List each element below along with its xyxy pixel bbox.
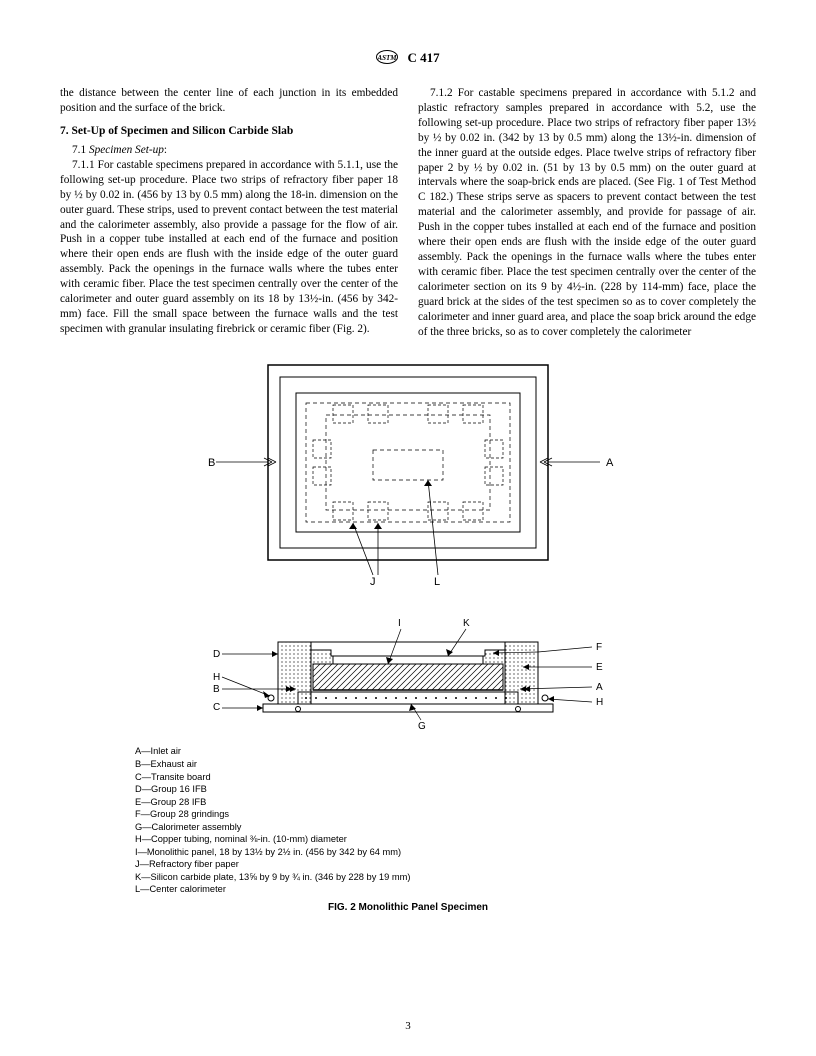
svg-text:B: B	[213, 684, 220, 695]
legend-item: B—Exhaust air	[135, 758, 756, 771]
figure-legend: A—Inlet air B—Exhaust air C—Transite boa…	[135, 745, 756, 896]
page-header: ASTM C 417	[60, 50, 756, 68]
standard-number: C 417	[408, 50, 440, 65]
legend-item: G—Calorimeter assembly	[135, 821, 756, 834]
legend-item: H—Copper tubing, nominal ⅜-in. (10-mm) d…	[135, 833, 756, 846]
section-7-1-1: 7.1.1 For castable specimens prepared in…	[60, 158, 398, 337]
legend-item: D—Group 16 IFB	[135, 783, 756, 796]
svg-text:L: L	[434, 576, 440, 585]
svg-text:H: H	[596, 697, 603, 708]
section-7-heading: 7. Set-Up of Specimen and Silicon Carbid…	[60, 124, 398, 139]
svg-text:ASTM: ASTM	[377, 54, 398, 62]
svg-text:A: A	[596, 682, 603, 693]
legend-item: E—Group 28 IFB	[135, 796, 756, 809]
legend-item: K—Silicon carbide plate, 13⅝ by 9 by ¾ i…	[135, 871, 756, 884]
right-column: 7.1.2 For castable specimens prepared in…	[418, 86, 756, 339]
svg-text:K: K	[463, 618, 470, 629]
legend-item: C—Transite board	[135, 771, 756, 784]
svg-text:I: I	[398, 618, 401, 629]
body-columns: the distance between the center line of …	[60, 86, 756, 339]
svg-text:H: H	[213, 672, 220, 683]
legend-item: L—Center calorimeter	[135, 883, 756, 896]
legend-item: J—Refractory fiber paper	[135, 858, 756, 871]
svg-text:A: A	[606, 457, 614, 469]
figure-caption: FIG. 2 Monolithic Panel Specimen	[60, 902, 756, 913]
svg-text:J: J	[370, 576, 376, 585]
figure-2: B A J L	[60, 355, 756, 913]
svg-text:F: F	[596, 642, 602, 653]
section-7-1-2: 7.1.2 For castable specimens prepared in…	[418, 86, 756, 339]
continued-text: the distance between the center line of …	[60, 86, 398, 116]
legend-item: F—Group 28 grindings	[135, 808, 756, 821]
legend-item: I—Monolithic panel, 18 by 13½ by 2½ in. …	[135, 846, 756, 859]
page-number: 3	[0, 1020, 816, 1032]
figure-2-top-view: B A J L	[168, 355, 648, 585]
svg-text:D: D	[213, 649, 220, 660]
astm-logo: ASTM	[376, 50, 398, 68]
left-column: the distance between the center line of …	[60, 86, 398, 339]
figure-2-section-view: D H B C F E A H	[168, 612, 648, 732]
legend-item: A—Inlet air	[135, 745, 756, 758]
svg-text:G: G	[418, 721, 426, 732]
svg-text:B: B	[208, 457, 215, 469]
section-7-1: 7.1 Specimen Set-up:	[72, 143, 398, 158]
svg-text:E: E	[596, 662, 603, 673]
svg-text:C: C	[213, 702, 220, 713]
